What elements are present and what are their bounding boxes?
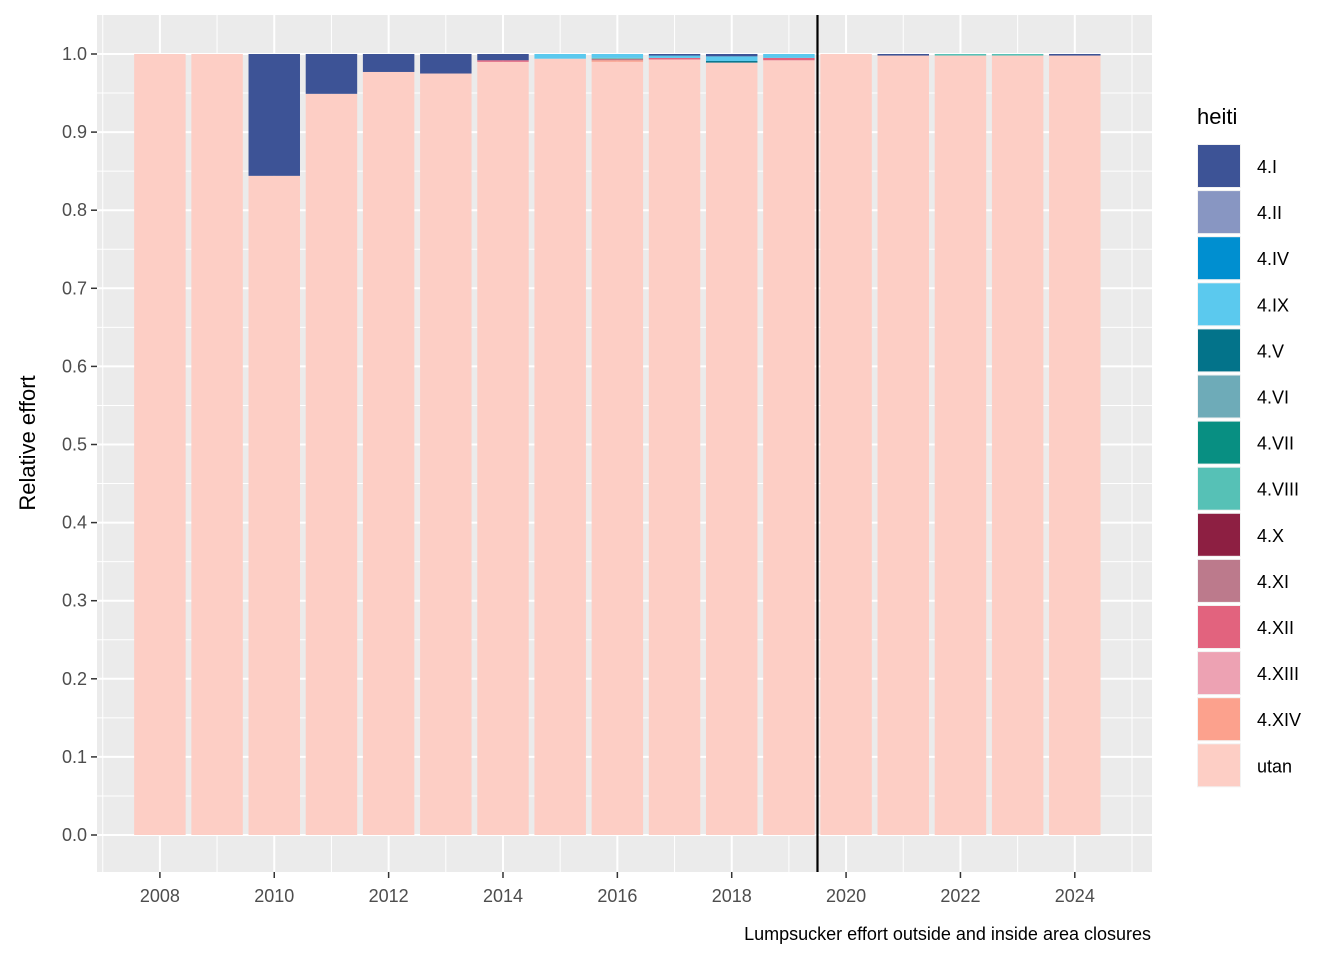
bar-segment	[305, 54, 358, 94]
bar-segment	[1049, 54, 1101, 56]
bar-segment	[991, 54, 1044, 56]
y-tick-label: 0.0	[62, 825, 87, 845]
y-tick-label: 0.8	[62, 200, 87, 220]
legend-label: 4.XIII	[1257, 664, 1299, 684]
bar-segment	[248, 175, 300, 835]
bar-segment	[648, 57, 701, 60]
legend-key	[1198, 145, 1240, 187]
bar-segment	[763, 54, 815, 58]
y-tick-label: 0.1	[62, 747, 87, 767]
bar-segment	[305, 93, 358, 836]
y-tick-label: 1.0	[62, 44, 87, 64]
legend-key	[1198, 375, 1240, 418]
bar-segment	[362, 54, 415, 72]
x-tick-label: 2016	[597, 886, 637, 906]
bar-segment	[648, 59, 701, 836]
bar-segment	[248, 54, 300, 176]
bar-segment	[134, 54, 186, 835]
bar-segment	[534, 54, 586, 59]
bar-segment	[477, 60, 529, 62]
x-tick-label: 2014	[483, 886, 523, 906]
legend-key	[1198, 559, 1240, 602]
bar-segment	[877, 55, 929, 835]
bar-segment	[591, 61, 644, 836]
bar-segment	[191, 54, 243, 835]
legend-label: 4.IV	[1257, 249, 1289, 269]
legend-key	[1198, 283, 1240, 326]
bar-segment	[648, 55, 701, 58]
bar-segment	[362, 71, 415, 835]
bar-segment	[705, 56, 758, 62]
legend-key	[1198, 421, 1240, 464]
bar-segment	[1049, 55, 1101, 835]
legend-label: 4.VII	[1257, 434, 1294, 454]
bar-segment	[820, 54, 872, 835]
bar-segment	[591, 60, 644, 62]
bar-segment	[763, 60, 815, 836]
y-tick-label: 0.9	[62, 122, 87, 142]
x-tick-label: 2012	[369, 886, 409, 906]
bar-segment	[705, 62, 758, 835]
legend-key	[1198, 513, 1240, 556]
legend-key	[1198, 237, 1240, 280]
legend: heiti 4.I 4.II 4.IV 4.IX 4.V 4.VI 4.VII 4.VIII 4…	[1197, 104, 1301, 788]
legend-label: 4.VIII	[1257, 480, 1299, 500]
bar-segment	[934, 54, 987, 56]
legend-label: 4.II	[1257, 203, 1282, 223]
bar-segment	[648, 54, 701, 56]
legend-key	[1198, 744, 1240, 787]
legend-key	[1198, 606, 1240, 648]
y-tick-label: 0.2	[62, 669, 87, 689]
y-tick-label: 0.5	[62, 435, 87, 455]
bar-segment	[420, 73, 472, 835]
y-tick-label: 0.4	[62, 513, 87, 533]
y-tick-label: 0.3	[62, 591, 87, 611]
legend-key	[1198, 329, 1240, 372]
x-axis: 2008 2010 2012 2014 2016 2018 2020 2022 2024	[140, 872, 1095, 906]
legend-label: 4.X	[1257, 526, 1284, 546]
bar-segment	[705, 54, 758, 57]
bars	[134, 54, 1101, 836]
legend-key	[1198, 467, 1240, 510]
x-tick-label: 2018	[712, 886, 752, 906]
legend-label: 4.IX	[1257, 295, 1289, 315]
bar-segment	[534, 58, 586, 836]
bar-segment	[477, 61, 529, 836]
y-tick-label: 0.6	[62, 356, 87, 376]
legend-label: 4.XI	[1257, 572, 1289, 592]
y-axis-title: Relative effort	[15, 375, 40, 510]
bar-segment	[877, 54, 929, 56]
legend-key	[1198, 191, 1240, 234]
x-tick-label: 2010	[254, 886, 294, 906]
x-tick-label: 2008	[140, 886, 180, 906]
legend-key	[1198, 698, 1240, 741]
bar-segment	[991, 55, 1044, 835]
legend-label: 4.XII	[1257, 618, 1294, 638]
bar-segment	[420, 54, 472, 74]
legend-label: 4.V	[1257, 341, 1284, 361]
legend-label: 4.I	[1257, 157, 1277, 177]
bar-segment	[477, 54, 529, 61]
x-tick-label: 2020	[826, 886, 866, 906]
caption: Lumpsucker effort outside and inside are…	[744, 924, 1151, 944]
bar-segment	[591, 57, 644, 59]
y-axis: 0.0 0.1 0.2 0.3 0.4 0.5 0.6 0.7 0.8 0.9 1.0	[62, 44, 97, 845]
bar-segment	[591, 54, 644, 58]
bar-segment	[591, 58, 644, 61]
legend-label: utan	[1257, 756, 1292, 776]
legend-title: heiti	[1197, 104, 1237, 129]
x-tick-label: 2022	[940, 886, 980, 906]
y-tick-label: 0.7	[62, 278, 87, 298]
legend-key	[1198, 652, 1240, 695]
bar-segment	[763, 57, 815, 61]
legend-label: 4.XIV	[1257, 710, 1301, 730]
legend-label: 4.VI	[1257, 388, 1289, 408]
bar-segment	[705, 61, 758, 63]
bar-segment	[934, 55, 987, 835]
x-tick-label: 2024	[1055, 886, 1095, 906]
